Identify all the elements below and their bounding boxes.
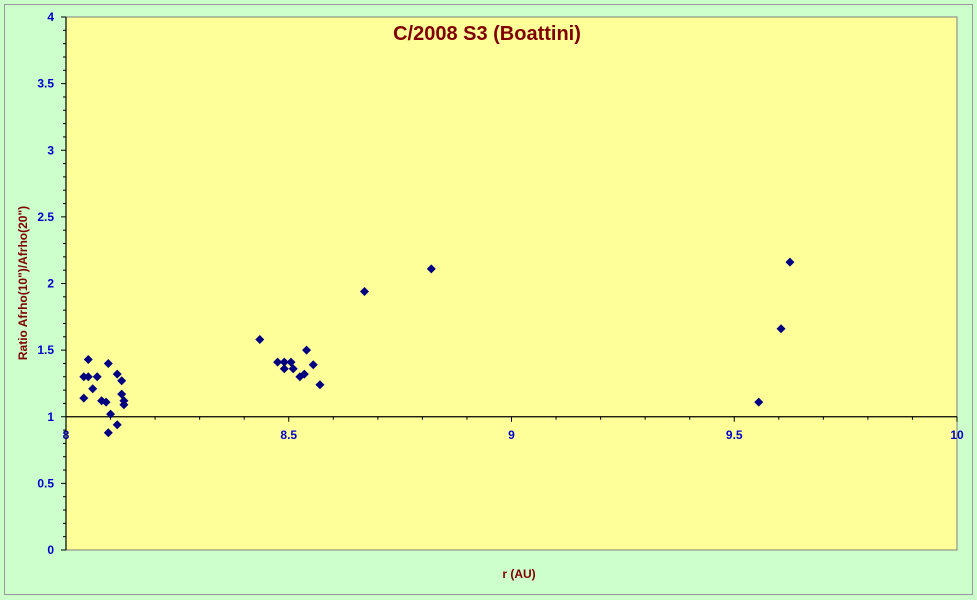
y-tick-label: 3.5 bbox=[37, 77, 54, 91]
y-tick-label: 0.5 bbox=[37, 476, 54, 490]
data-point bbox=[106, 409, 116, 419]
x-tick-label: 8.5 bbox=[280, 428, 297, 442]
data-point bbox=[776, 324, 786, 334]
data-point bbox=[359, 286, 369, 296]
data-point bbox=[83, 372, 93, 382]
data-point bbox=[279, 364, 289, 374]
data-point bbox=[299, 369, 309, 379]
data-point bbox=[315, 380, 325, 390]
x-tick-label: 10 bbox=[950, 428, 964, 442]
y-tick-label: 3 bbox=[47, 143, 54, 157]
data-point bbox=[103, 358, 113, 368]
y-tick-label: 0 bbox=[47, 543, 54, 557]
y-tick-label: 2.5 bbox=[37, 210, 54, 224]
y-axis-label: Ratio Afrho(10")/Afrho(20") bbox=[16, 206, 30, 360]
y-tick-label: 4 bbox=[47, 10, 54, 24]
data-point bbox=[288, 364, 298, 374]
data-point bbox=[92, 372, 102, 382]
data-points bbox=[79, 257, 795, 438]
data-point bbox=[279, 357, 289, 367]
data-point bbox=[426, 264, 436, 274]
data-point bbox=[79, 393, 89, 403]
plot-area bbox=[65, 16, 958, 551]
data-point bbox=[103, 428, 113, 438]
data-point bbox=[302, 345, 312, 355]
x-tick-label: 9.5 bbox=[726, 428, 743, 442]
y-axis-ticks: 0 0.5 1 1.5 2 2.5 3 3.5 4 bbox=[37, 10, 66, 557]
y-tick-label: 2 bbox=[47, 277, 54, 291]
chart-title: C/2008 S3 (Boattini) bbox=[393, 23, 581, 45]
data-point bbox=[785, 257, 795, 267]
data-point bbox=[112, 369, 122, 379]
data-point bbox=[88, 384, 98, 394]
data-point bbox=[308, 360, 318, 370]
y-tick-label: 1.5 bbox=[37, 343, 54, 357]
data-point bbox=[112, 420, 122, 430]
data-point bbox=[754, 397, 764, 407]
data-point bbox=[83, 354, 93, 364]
data-point bbox=[117, 376, 127, 386]
y-tick-label: 1 bbox=[47, 410, 54, 424]
data-point bbox=[255, 334, 265, 344]
data-point bbox=[101, 397, 111, 407]
data-point bbox=[273, 357, 283, 367]
x-tick-label: 9 bbox=[508, 428, 515, 442]
data-point bbox=[119, 400, 129, 410]
x-axis-label: r (AU) bbox=[502, 567, 535, 581]
